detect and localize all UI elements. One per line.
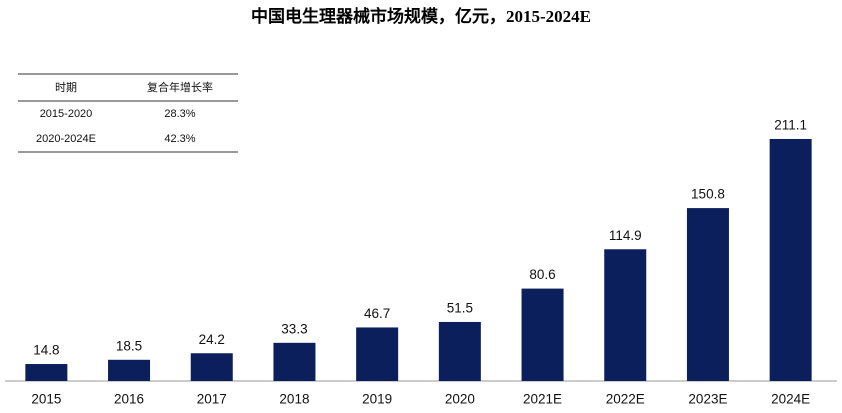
table-cell: 2020-2024E [36,133,96,145]
x-tick-label: 2018 [279,392,309,407]
bar [108,359,151,381]
bar [686,208,729,381]
x-tick-label: 2024E [771,392,810,407]
x-tick-label: 2016 [114,392,144,407]
x-tick-label: 2021E [523,392,562,407]
x-tick-label: 2019 [362,392,392,407]
value-label: 18.5 [116,338,142,353]
table-header: 时期 [55,81,77,94]
table-cell: 2015-2020 [40,108,93,120]
value-label: 114.9 [609,228,642,243]
value-label: 46.7 [364,306,390,321]
cagr-table: 时期 复合年增长率 2015-2020 28.3% 2020-2024E 42.… [18,73,238,153]
value-label: 80.6 [529,267,555,282]
x-tick-label: 2020 [445,392,475,407]
x-tick-label: 2023E [688,392,727,407]
value-label: 51.5 [447,301,473,316]
x-tick-label: 2017 [197,392,227,407]
table-header: 复合年增长率 [147,80,213,94]
table-cell: 28.3% [164,108,195,120]
value-label: 33.3 [281,321,307,336]
bar [521,288,564,381]
value-label: 14.8 [33,343,59,358]
bar [25,364,68,381]
value-label: 150.8 [691,187,725,202]
chart-title: 中国电生理器械市场规模，亿元，2015-2024E [251,6,591,26]
value-label: 24.2 [199,332,225,347]
value-label: 211.1 [774,118,807,133]
table-cell: 42.3% [164,133,195,145]
bar [356,327,399,381]
x-tick-label: 2015 [31,392,61,407]
bar [190,353,233,381]
bar [273,342,316,381]
bar [769,138,812,381]
x-tick-label: 2022E [606,392,645,407]
bar [604,249,647,381]
bar [438,321,481,381]
